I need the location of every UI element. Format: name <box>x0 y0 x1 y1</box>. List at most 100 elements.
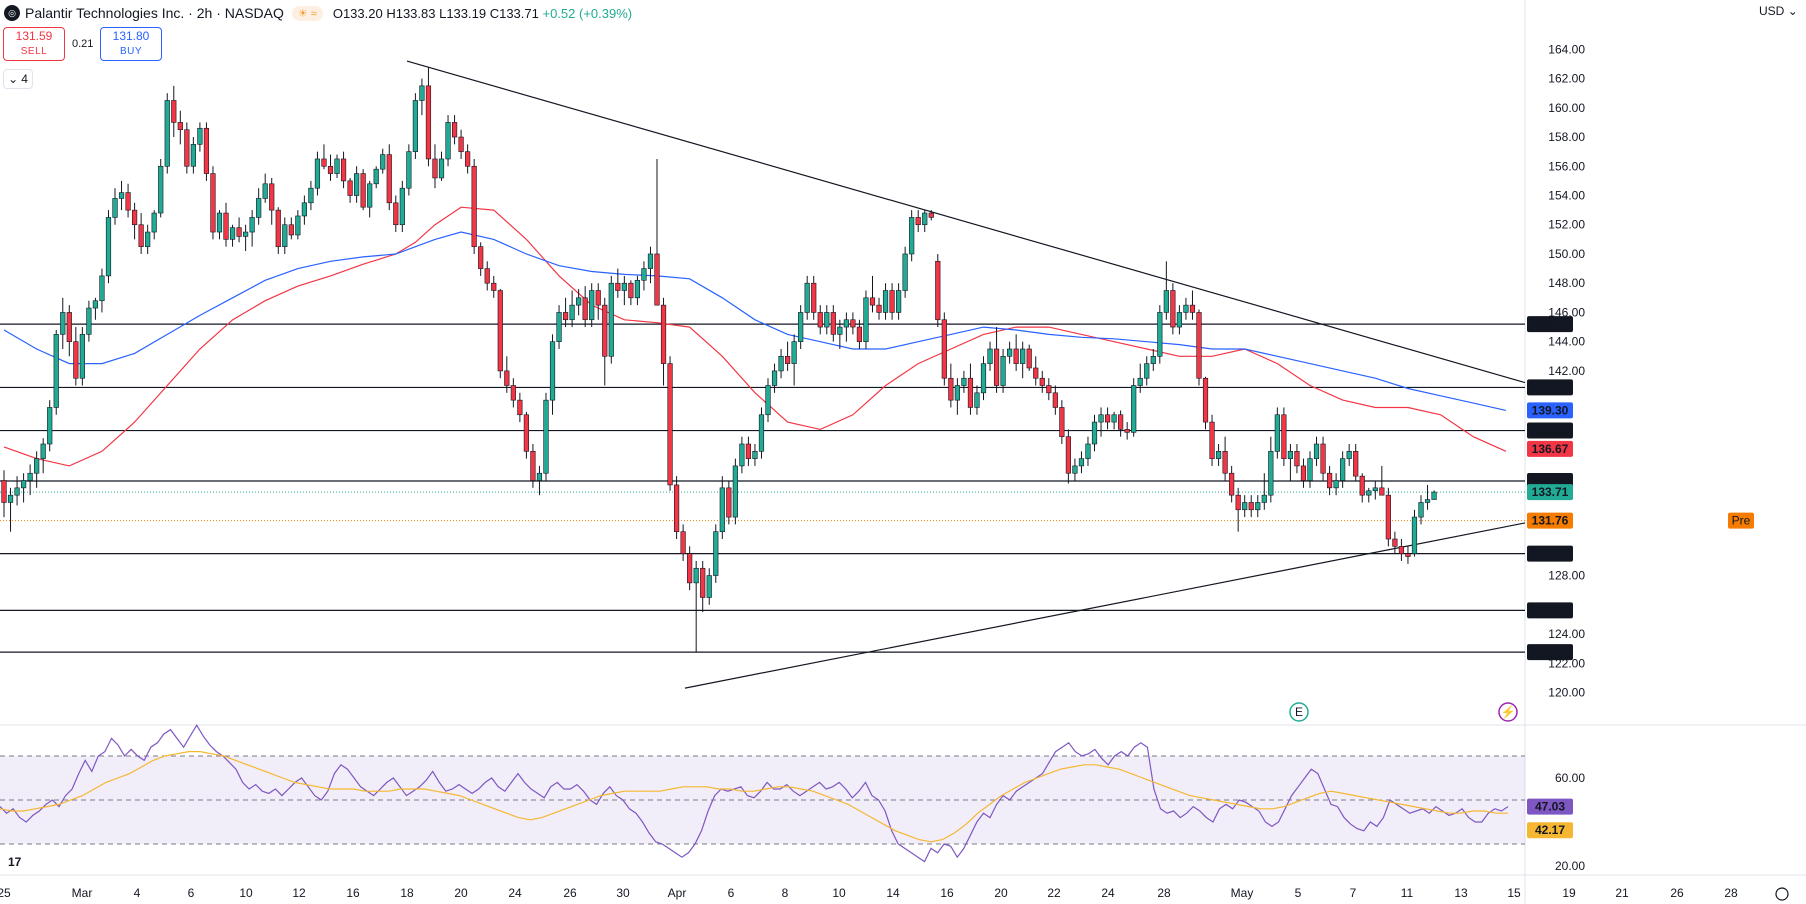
time-tick-label: 15 <box>1507 886 1521 900</box>
buy-button[interactable]: 131.80 BUY <box>100 27 162 61</box>
time-tick-label: May <box>1231 886 1254 900</box>
candle-body <box>556 312 562 342</box>
candle-body <box>980 363 987 394</box>
candle-body <box>53 334 59 408</box>
candle <box>863 290 869 349</box>
time-tick-label: 28 <box>1157 886 1171 900</box>
candle-body <box>1320 443 1326 474</box>
candle-body <box>1372 487 1378 492</box>
candle <box>680 524 686 561</box>
candle-body <box>700 567 706 598</box>
candle-body <box>1379 487 1385 496</box>
ohlc-values: O133.20 H133.83 L133.19 C133.71 +0.52 (+… <box>333 6 632 21</box>
horizontal-levels <box>0 323 1525 653</box>
candle-body <box>843 319 849 328</box>
candle-body <box>1424 499 1431 503</box>
candle-body <box>164 100 170 167</box>
candle-body <box>1046 385 1052 394</box>
candle <box>412 93 418 159</box>
candle-body <box>654 253 660 306</box>
candle-body <box>1281 414 1287 459</box>
candle-body <box>145 231 151 247</box>
candle <box>1104 407 1111 430</box>
candle-body <box>262 183 268 199</box>
candle <box>236 217 242 243</box>
candle-body <box>1294 451 1300 467</box>
candle <box>569 290 575 328</box>
price-tick-label: 124.00 <box>1548 627 1585 641</box>
time-tick-label: 25 <box>0 886 11 900</box>
candle <box>1098 407 1104 437</box>
candle <box>190 137 196 174</box>
candle <box>1176 305 1182 335</box>
candle <box>243 224 249 252</box>
candle-body <box>308 187 314 204</box>
price-tag-label: 137.92 <box>1532 424 1569 438</box>
candle <box>582 286 588 328</box>
candle-body <box>628 282 634 299</box>
candle <box>1366 487 1372 503</box>
time-tick-label: 14 <box>886 886 900 900</box>
candle <box>608 275 614 364</box>
candle-body <box>1268 451 1274 496</box>
symbol-title[interactable]: Palantir Technologies Inc. · 2h · NASDAQ <box>25 5 284 21</box>
candle-body <box>1131 385 1137 433</box>
chevron-down-icon: ⌄ <box>8 72 19 86</box>
candle <box>367 180 373 218</box>
candle-body <box>1196 312 1202 379</box>
candle-body <box>954 385 960 401</box>
price-tick-label: 160.00 <box>1548 101 1585 115</box>
candle <box>14 476 20 506</box>
candle <box>295 210 301 240</box>
candle-body <box>1052 392 1058 408</box>
candle-body <box>510 385 516 401</box>
candle-body <box>425 85 432 160</box>
rsi-tick-label: 60.00 <box>1555 771 1585 785</box>
candle <box>771 363 778 393</box>
candle <box>1418 495 1424 525</box>
candle-body <box>1039 377 1045 386</box>
candle <box>1059 400 1065 444</box>
candle <box>510 378 516 408</box>
candle <box>40 438 46 474</box>
price-tag-bg <box>1527 644 1573 661</box>
candle-body <box>327 165 334 174</box>
sell-button[interactable]: 131.59 SELL <box>3 27 65 61</box>
candle <box>941 312 947 386</box>
candle-body <box>830 312 836 335</box>
candle-body <box>1189 304 1196 313</box>
earnings-icon-glyph: E <box>1295 705 1303 719</box>
candle <box>1431 490 1437 500</box>
currency-selector[interactable]: USD ⌄ <box>1759 4 1798 18</box>
candle <box>1359 473 1365 503</box>
candle-body <box>1248 502 1254 511</box>
candle-body <box>589 290 595 321</box>
candle <box>700 560 706 613</box>
time-tick-label: 20 <box>994 886 1008 900</box>
candle <box>419 78 425 116</box>
candle-body <box>27 472 33 481</box>
candle-body <box>582 297 588 321</box>
candle-body <box>412 100 418 152</box>
candle-body <box>314 158 321 189</box>
candle-body <box>373 168 379 185</box>
indicators-toggle[interactable]: ⌄ 4 <box>3 69 33 89</box>
candle <box>915 210 921 233</box>
candle-body <box>974 392 980 408</box>
candle <box>465 144 471 174</box>
candle-body <box>771 370 778 386</box>
time-tick-label: 13 <box>1454 886 1468 900</box>
candle <box>935 253 941 328</box>
candle-body <box>190 144 196 167</box>
candle <box>86 300 92 342</box>
candle <box>340 151 347 189</box>
candle-body <box>171 100 177 123</box>
candle <box>1170 283 1176 335</box>
candle-body <box>1366 490 1372 496</box>
candle <box>1183 297 1189 320</box>
candle-body <box>79 334 85 379</box>
time-tick-label: 28 <box>1724 886 1738 900</box>
symbol-header: ◎ Palantir Technologies Inc. · 2h · NASD… <box>4 3 632 23</box>
candle <box>60 297 66 349</box>
candle <box>1398 539 1405 561</box>
